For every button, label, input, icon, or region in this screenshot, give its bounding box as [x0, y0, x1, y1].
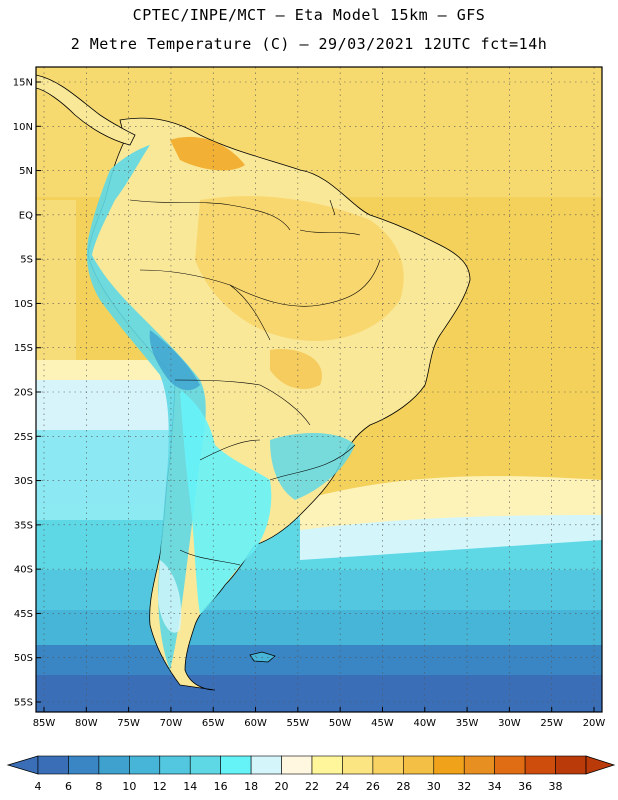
colorbar-label: 38 — [549, 780, 563, 793]
graticule — [36, 67, 602, 712]
colorbar-swatch — [311, 755, 343, 775]
lat-label: 40S — [14, 565, 33, 576]
colorbar-swatch — [220, 755, 252, 775]
colorbar-swatch — [555, 755, 587, 775]
lat-label: 10N — [13, 122, 33, 133]
map-title-line2: 2 Metre Temperature (C) – 29/03/2021 12U… — [70, 35, 548, 53]
colorbar-label: 6 — [65, 780, 72, 793]
lon-label: 70W — [160, 718, 183, 729]
colorbar-low-arrow — [6, 755, 39, 775]
longitude-labels: 85W 80W 75W 70W 65W 60W 55W 50W 45W 40W 35W 30W 25W 2… — [33, 707, 606, 729]
colorbar-swatch — [342, 755, 374, 775]
lat-label: 30S — [14, 476, 33, 487]
lat-label: 20S — [14, 388, 33, 399]
lat-label: 25S — [14, 432, 33, 443]
colorbar-label: 14 — [183, 780, 197, 793]
colorbar-label: 4 — [35, 780, 42, 793]
latitude-labels: 15N 10N 5N EQ 5S 10S 15S 20S 25S 30S 35S 40S 45S 50S 5… — [13, 78, 41, 709]
lat-label: 50S — [14, 653, 33, 664]
lat-label: 5N — [19, 166, 33, 177]
lat-label: 55S — [14, 698, 33, 709]
lon-label: 25W — [540, 718, 563, 729]
lon-label: 65W — [202, 718, 225, 729]
colorbar-high-arrow — [585, 755, 616, 775]
colorbar-swatch — [129, 755, 161, 775]
lon-label: 60W — [244, 718, 267, 729]
lon-label: 35W — [456, 718, 479, 729]
lon-label: 30W — [498, 718, 521, 729]
map-frame — [35, 66, 603, 713]
colorbar-label: 34 — [488, 780, 502, 793]
lat-label: 10S — [14, 299, 33, 310]
colorbar-swatch — [250, 755, 282, 775]
colorbar-label: 18 — [244, 780, 258, 793]
colorbar-swatch — [159, 755, 191, 775]
colorbar-label: 8 — [95, 780, 102, 793]
lon-label: 20W — [583, 718, 606, 729]
colorbar-swatch — [372, 755, 404, 775]
lat-label: 45S — [14, 609, 33, 620]
lon-label: 80W — [75, 718, 98, 729]
colorbar-label: 32 — [457, 780, 471, 793]
colorbar-label: 16 — [214, 780, 228, 793]
colorbar-swatch — [98, 755, 130, 775]
lon-label: 45W — [371, 718, 394, 729]
lon-label: 85W — [33, 718, 56, 729]
colorbar-label: 10 — [122, 780, 136, 793]
lat-label: EQ — [19, 210, 33, 221]
lon-label: 75W — [117, 718, 140, 729]
colorbar-label: 24 — [335, 780, 349, 793]
colorbar-swatch — [433, 755, 465, 775]
colorbar-swatch — [463, 755, 495, 775]
colorbar-swatch — [494, 755, 526, 775]
colorbar-swatch — [189, 755, 221, 775]
colorbar-swatch — [37, 755, 69, 775]
lon-label: 50W — [329, 718, 352, 729]
lon-label: 55W — [287, 718, 310, 729]
colorbar-label: 36 — [518, 780, 532, 793]
colorbar-swatch — [68, 755, 100, 775]
colorbar-swatch — [281, 755, 313, 775]
map-title-line1: CPTEC/INPE/MCT – Eta Model 15km – GFS — [132, 6, 486, 24]
colorbar-label: 30 — [427, 780, 441, 793]
map-field — [36, 67, 602, 712]
colorbar-label: 22 — [305, 780, 319, 793]
lat-label: 5S — [20, 255, 33, 266]
colorbar: 4 6 8 10 12 14 16 18 20 22 24 26 28 30 32 34 36 38 — [6, 755, 616, 793]
lon-label: 40W — [413, 718, 436, 729]
colorbar-label: 28 — [396, 780, 410, 793]
colorbar-label: 26 — [366, 780, 380, 793]
colorbar-swatch — [403, 755, 435, 775]
colorbar-label: 12 — [153, 780, 167, 793]
colorbar-label: 20 — [275, 780, 289, 793]
colorbar-swatch — [524, 755, 556, 775]
lat-label: 15N — [13, 78, 33, 89]
lat-label: 15S — [14, 343, 33, 354]
lat-label: 35S — [14, 520, 33, 531]
